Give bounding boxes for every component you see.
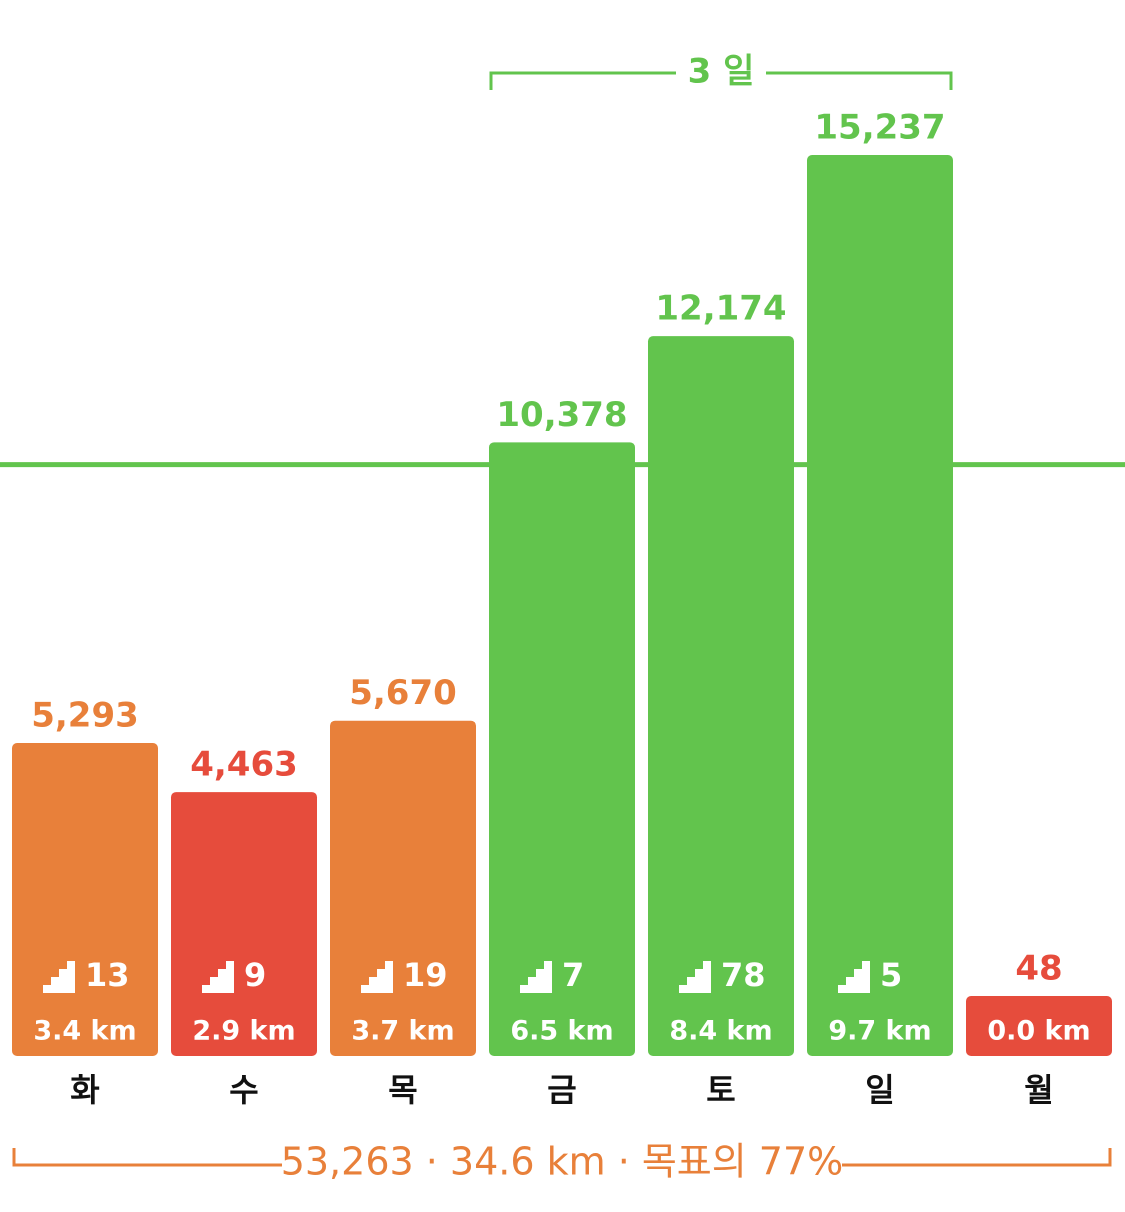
- category-label: 목: [388, 1071, 417, 1109]
- value-label: 10,378: [496, 395, 627, 435]
- value-label: 12,174: [655, 289, 786, 329]
- bar: [966, 996, 1112, 1056]
- stairs-icon: [43, 961, 75, 993]
- summary-label: 53,263 · 34.6 km · 목표의 77%: [281, 1140, 844, 1184]
- bar: [330, 720, 476, 1056]
- category-label: 금: [547, 1071, 576, 1109]
- bar: [807, 155, 953, 1056]
- value-label: 48: [1015, 949, 1062, 989]
- bar: [489, 442, 635, 1056]
- stairs-icon: [202, 961, 234, 993]
- value-label: 5,670: [349, 673, 457, 713]
- floors-label: 13: [85, 956, 130, 994]
- stairs-icon: [838, 961, 870, 993]
- distance-label: 8.4 km: [669, 1016, 772, 1047]
- category-label: 토: [706, 1071, 735, 1109]
- category-label: 화: [70, 1071, 99, 1109]
- value-label: 4,463: [190, 745, 298, 785]
- floors-label: 19: [403, 956, 448, 994]
- bar: [648, 336, 794, 1057]
- floors-label: 7: [562, 956, 584, 994]
- value-label: 5,293: [31, 696, 139, 736]
- distance-label: 2.9 km: [192, 1016, 295, 1047]
- distance-label: 3.4 km: [33, 1016, 136, 1047]
- category-label: 월: [1024, 1071, 1053, 1109]
- stairs-icon: [679, 961, 711, 993]
- bar: [12, 743, 158, 1056]
- category-label: 일: [865, 1071, 894, 1109]
- category-label: 수: [229, 1071, 258, 1109]
- value-label: 15,237: [814, 108, 945, 148]
- summary-bracket: [12, 1148, 1112, 1167]
- distance-label: 6.5 km: [510, 1016, 613, 1047]
- distance-label: 9.7 km: [828, 1016, 931, 1047]
- floors-label: 9: [244, 956, 266, 994]
- floors-label: 5: [880, 956, 902, 994]
- stairs-icon: [361, 961, 393, 993]
- distance-label: 3.7 km: [351, 1016, 454, 1047]
- streak-label: 3 일: [688, 52, 755, 92]
- stairs-icon: [520, 961, 552, 993]
- floors-label: 78: [721, 956, 766, 994]
- streak-bracket: [489, 71, 953, 90]
- distance-label: 0.0 km: [987, 1016, 1090, 1047]
